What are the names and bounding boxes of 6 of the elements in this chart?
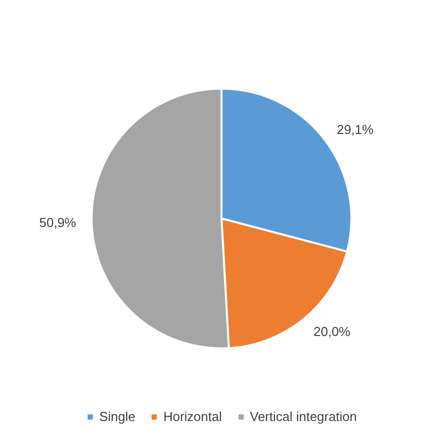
legend-label: Vertical integration: [250, 409, 357, 424]
data-label: 50,9%: [39, 215, 77, 230]
legend-label: Single: [99, 409, 136, 424]
data-label: 29,1%: [336, 122, 374, 138]
data-label: 20,0%: [314, 324, 351, 339]
legend-label: Horizontal: [163, 409, 222, 424]
